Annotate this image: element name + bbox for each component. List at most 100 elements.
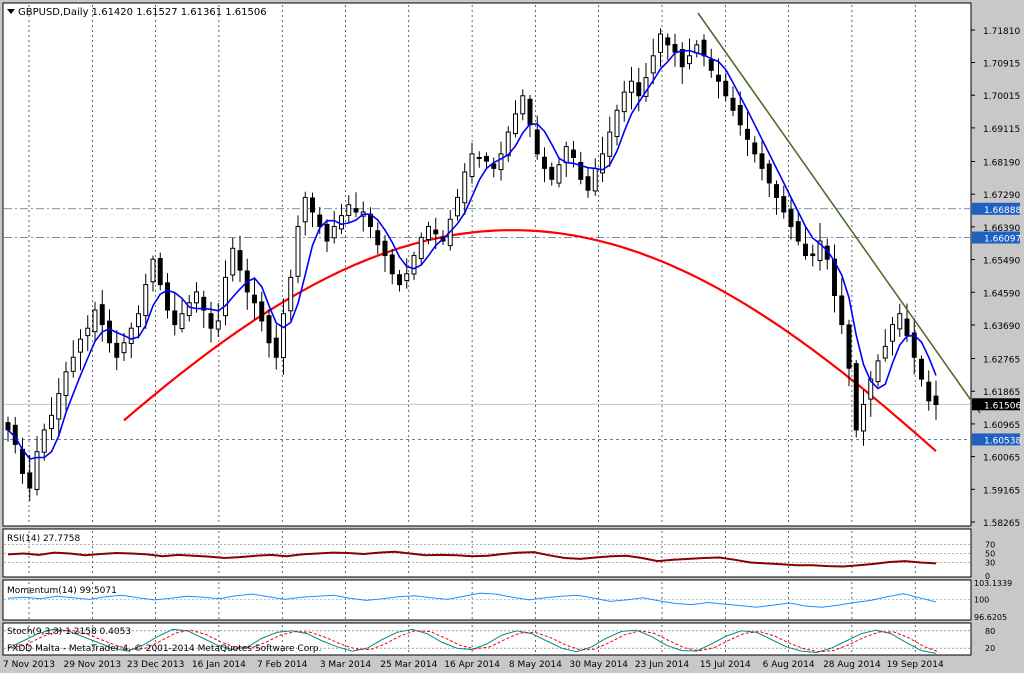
date-label: 28 Aug 2014 xyxy=(823,660,881,670)
date-label: 15 Jul 2014 xyxy=(700,660,751,670)
candle-body xyxy=(600,153,605,174)
candle-body xyxy=(658,33,663,53)
rsi-panel[interactable] xyxy=(2,528,972,578)
candle-body xyxy=(20,448,25,475)
candle-body xyxy=(861,403,866,432)
price-tick-label: 1.61865 xyxy=(983,388,1020,398)
date-label: 7 Feb 2014 xyxy=(257,660,308,670)
momentum-panel[interactable] xyxy=(2,579,972,621)
candle-body xyxy=(302,196,308,223)
candle-body xyxy=(70,356,76,372)
rsi-level-label: 0 xyxy=(985,572,990,581)
candle-body xyxy=(317,214,323,228)
price-tick-label: 1.67290 xyxy=(983,191,1020,201)
candle-body xyxy=(63,371,69,396)
price-axis: 1.71810 1.70915 1.70015 1.69115 1.68190 1.672… xyxy=(971,27,1020,529)
candle-body xyxy=(933,395,939,405)
candle-body xyxy=(817,240,823,262)
candle-body xyxy=(288,276,294,312)
candle-body xyxy=(505,131,511,157)
candle-body xyxy=(375,230,381,246)
momentum-level-label: 103.1339 xyxy=(974,579,1012,588)
candle-body xyxy=(636,82,642,97)
candle-body xyxy=(643,77,649,97)
candle-body xyxy=(92,309,98,333)
stochastic-lines: 80 20 xyxy=(4,627,995,654)
candle-body xyxy=(411,255,417,275)
candle-body xyxy=(578,161,584,180)
candle-body xyxy=(766,163,772,184)
candle-body xyxy=(121,342,127,354)
candle-body xyxy=(34,451,40,490)
date-axis: 7 Nov 2013 29 Nov 2013 23 Dec 2013 16 Jan 2… xyxy=(3,660,944,670)
candle-body xyxy=(723,80,729,97)
candle-body xyxy=(846,324,852,369)
candle-body xyxy=(281,313,286,359)
candle-body xyxy=(418,236,424,260)
candle-body xyxy=(650,55,656,74)
candle-body xyxy=(389,254,395,275)
date-label: 16 Jan 2014 xyxy=(192,660,246,670)
price-tick-label: 1.64590 xyxy=(983,289,1020,299)
candle-body xyxy=(259,301,265,322)
candle-body xyxy=(498,153,504,171)
fast-moving-average xyxy=(7,49,937,460)
candle-body xyxy=(230,247,236,276)
candle-body xyxy=(795,221,801,242)
candle-body xyxy=(745,128,750,140)
candle-body xyxy=(592,167,598,192)
date-label: 30 May 2014 xyxy=(569,660,628,670)
dropdown-triangle-icon[interactable] xyxy=(7,9,15,14)
candle-body xyxy=(455,196,460,217)
candle-body xyxy=(882,345,888,359)
price-panel[interactable] xyxy=(2,2,972,527)
trendline[interactable] xyxy=(697,12,981,414)
momentum-line: 103.1339 100 96.6205 xyxy=(4,579,1012,622)
candle-body xyxy=(853,363,859,431)
candle-body xyxy=(897,313,903,330)
level-label-box xyxy=(972,202,1020,215)
candle-body xyxy=(868,378,874,400)
candle-body xyxy=(136,313,141,328)
candle-body xyxy=(520,95,526,115)
stoch-level-label: 20 xyxy=(985,644,995,653)
candle-body xyxy=(114,342,120,358)
candle-body xyxy=(737,105,743,126)
candle-body xyxy=(672,44,678,53)
candle-body xyxy=(201,296,207,311)
candle-body xyxy=(295,226,301,277)
price-tick-label: 1.69115 xyxy=(983,125,1020,135)
candle-body xyxy=(832,258,837,297)
copyright-text: FXDD Malta - MetaTrader 4, © 2001-2014 M… xyxy=(7,644,322,654)
candle-body xyxy=(810,253,816,257)
candle-body xyxy=(382,240,388,257)
candle-body xyxy=(607,131,613,157)
date-label: 25 Mar 2014 xyxy=(380,660,437,670)
rsi-level-label: 30 xyxy=(985,559,995,568)
date-label: 6 Aug 2014 xyxy=(763,660,815,670)
date-label: 29 Nov 2013 xyxy=(63,660,121,670)
vertical-grid xyxy=(28,5,916,654)
candle-body xyxy=(78,338,83,353)
candle-body xyxy=(730,97,736,111)
candle-body xyxy=(774,184,779,198)
candle-body xyxy=(585,176,591,191)
candle-body xyxy=(56,393,62,420)
date-label: 3 Mar 2014 xyxy=(320,660,372,670)
level-label-box xyxy=(972,433,1020,446)
candle-body xyxy=(904,318,910,336)
candle-body xyxy=(542,156,547,169)
symbol-header: GBPUSD,Daily 1.61420 1.61527 1.61361 1.6… xyxy=(18,7,267,18)
candle-body xyxy=(839,295,845,326)
candle-body xyxy=(513,113,518,135)
candle-body xyxy=(237,250,243,271)
candle-body xyxy=(128,327,134,344)
candle-body xyxy=(759,153,765,169)
candle-body xyxy=(310,197,315,213)
price-tick-label: 1.68190 xyxy=(983,158,1020,168)
rsi-title: RSI(14) 27.7758 xyxy=(7,534,80,544)
candle-body xyxy=(99,304,105,326)
momentum-level-label: 100 xyxy=(974,595,989,604)
